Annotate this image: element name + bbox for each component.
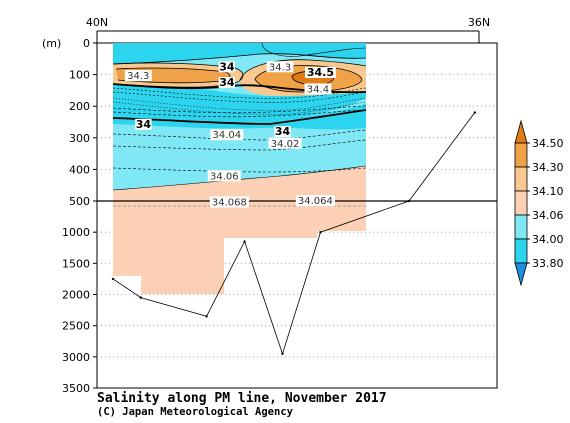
contour-label-3: 34.3 — [269, 62, 291, 73]
contour-34-06-edge — [113, 165, 366, 191]
y-tick-label-400: 400 — [69, 163, 90, 176]
fill-above-34-06 — [113, 166, 366, 201]
contour-label-bg-12 — [295, 195, 335, 207]
contour-34-00-surface — [113, 53, 366, 65]
colorbar-level-5: 33.80 — [532, 257, 564, 270]
contour-label-bg-4 — [305, 66, 336, 78]
contour-label-5: 34.4 — [307, 84, 329, 95]
y-tick-label-200: 200 — [69, 100, 90, 113]
contour-34-02 — [113, 129, 366, 141]
colorbar-band-2 — [514, 190, 528, 216]
colorbar-level-4: 34.00 — [532, 233, 564, 246]
colorbar-level-2: 34.10 — [532, 185, 564, 198]
colorbar-bottom-triangle — [514, 262, 528, 287]
y-tick-label-2500: 2500 — [62, 320, 90, 333]
salinity-fill-lower — [113, 201, 366, 294]
fill-deep-water — [113, 201, 366, 294]
contour-label-bg-11 — [209, 196, 249, 208]
bottom-point-7 — [473, 111, 476, 114]
y-tick-label-0: 0 — [83, 37, 90, 50]
contour-label-bg-7 — [210, 129, 244, 141]
contour-lens-right-outer — [239, 59, 366, 81]
contour-34-04-deep — [113, 139, 366, 151]
fill-surface-fresh — [113, 43, 366, 64]
credit-text: (C) Japan Meteorological Agency — [97, 406, 294, 418]
colorbar-level-3: 34.06 — [532, 209, 564, 222]
y-tick-label-3000: 3000 — [62, 351, 90, 364]
y-tick-label-1000: 1000 — [62, 226, 90, 239]
contour-label-bg-6 — [135, 118, 152, 130]
contour-label-bg-9 — [268, 137, 302, 149]
contour-34-thick-lower — [113, 109, 366, 125]
contour-label-1: 34 — [219, 60, 235, 73]
contour-surface-fine — [261, 43, 366, 57]
colorbar-band-0 — [514, 142, 528, 168]
bottom-point-0 — [111, 277, 115, 281]
y-tick-label-500: 500 — [69, 195, 90, 208]
contour-label-2: 34 — [219, 76, 235, 89]
y-tick-label-1500: 1500 — [62, 257, 90, 270]
colorbar-level-0: 34.50 — [532, 137, 564, 150]
colorbar: 34.50 34.30 34.10 34.06 34.00 33.80 — [514, 119, 564, 287]
x-tick-40n: 40N — [86, 16, 108, 29]
y-tick-label-3500: 3500 — [62, 382, 90, 395]
bottom-point-5 — [319, 230, 322, 234]
contour-label-bg-8 — [274, 126, 291, 138]
bottom-point-4 — [281, 352, 284, 355]
contour-34-04-b — [113, 109, 366, 118]
y-tick-labels: 0 100 200 300 400 500 1000 1500 2000 2500 3000 3500 — [62, 37, 97, 395]
colorbar-band-4 — [514, 238, 528, 264]
y-unit-label: (m) — [42, 37, 61, 50]
colorbar-band-3 — [514, 214, 528, 240]
colorbar-level-1: 34.30 — [532, 161, 564, 174]
contour-34-00-dashed-2 — [113, 91, 366, 103]
contour-label-bg-5 — [304, 83, 332, 95]
y-tick-label-300: 300 — [69, 132, 90, 145]
contour-label-0: 34.3 — [127, 71, 149, 82]
bottom-point-3 — [243, 240, 246, 243]
contour-label-12: 34.064 — [298, 196, 333, 207]
bottom-depth-line — [112, 112, 476, 355]
colorbar-band-1 — [514, 166, 528, 192]
contour-label-bg-3 — [266, 61, 294, 73]
colorbar-top-triangle — [514, 119, 528, 144]
y-tick-label-2000: 2000 — [62, 289, 90, 302]
contour-label-10: 34.06 — [210, 171, 239, 182]
contour-label-11: 34.068 — [212, 197, 247, 208]
bottom-point-1 — [139, 296, 143, 299]
contour-label-6: 34 — [136, 118, 152, 131]
contour-label-7: 34.04 — [213, 130, 242, 141]
y-tick-label-100: 100 — [69, 69, 90, 82]
contour-label-8: 34 — [275, 125, 291, 138]
fill-layer-deep-fresh — [113, 104, 366, 130]
contour-label-bg-1 — [218, 61, 236, 73]
contour-lens-left-inner — [115, 67, 231, 84]
contour-label-4: 34.5 — [307, 66, 334, 79]
contour-34-04-a — [113, 105, 366, 114]
contour-label-bg-0 — [124, 70, 152, 82]
bottom-point-2 — [205, 315, 208, 318]
chart-title: Salinity along PM line, November 2017 — [97, 391, 387, 406]
x-tick-labels: 40N 36N — [86, 16, 490, 43]
contour-label-bg-2 — [218, 77, 236, 89]
x-tick-36n: 36N — [468, 16, 490, 29]
contour-34-06 — [113, 167, 366, 173]
contour-label-9: 34.02 — [271, 139, 300, 150]
contour-label-bg-10 — [207, 170, 241, 182]
